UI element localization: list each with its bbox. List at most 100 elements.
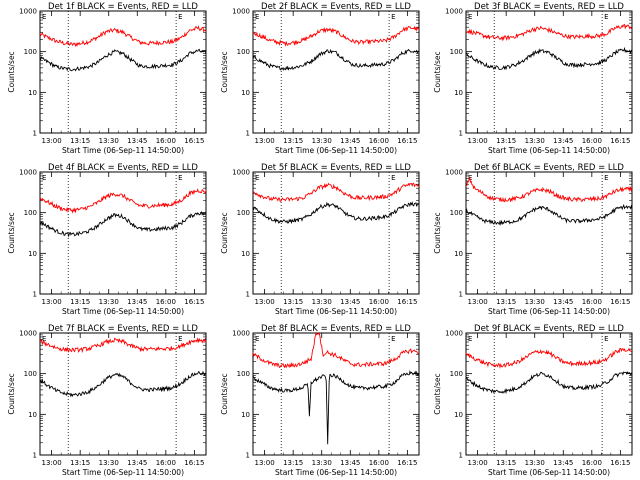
x-tick-label: 13:30 [99,137,119,145]
x-tick-label: 16:00 [156,459,176,467]
y-axis-label: Counts/sec [7,51,16,92]
y-tick-label: 1 [33,130,37,138]
plot-frame [465,171,633,295]
panel-title: Det 8f BLACK = Events, RED = LLD [261,324,411,334]
x-tick-label: 13:15 [283,137,303,145]
corner-label: E [178,335,182,343]
x-axis-label: Start Time (06-Sep-11 14:50:00) [275,307,397,316]
events-series-line [252,370,420,445]
x-tick-label: 13:30 [525,298,545,306]
y-tick-label: 1000 [445,330,463,338]
x-tick-label: 16:15 [397,298,417,306]
y-tick-label: 10 [28,89,37,97]
x-tick-label: 16:00 [156,137,176,145]
y-tick-label: 100 [237,209,250,217]
y-tick-label: 1 [459,130,463,138]
corner-label: E [178,13,182,21]
events-series-line [39,210,207,238]
x-tick-label: 13:45 [127,459,147,467]
x-tick-label: 13:15 [496,298,516,306]
y-tick-label: 1000 [232,169,250,177]
y-tick-label: 1000 [19,330,37,338]
x-tick-label: 16:15 [184,137,204,145]
x-tick-label: 13:30 [525,137,545,145]
x-tick-label: 16:15 [397,459,417,467]
detector-panel: Det 1f BLACK = Events, RED = LLD 1 10 100 10… [7,2,207,155]
detector-panel: Det 4f BLACK = Events, RED = LLD 1 10 100 10… [7,163,207,316]
y-tick-label: 100 [24,48,37,56]
corner-label: E [391,13,395,21]
panel-title: Det 9f BLACK = Events, RED = LLD [474,324,624,334]
panel-title: Det 6f BLACK = Events, RED = LLD [474,163,624,173]
x-axis-label: Start Time (06-Sep-11 14:50:00) [62,307,184,316]
plot-frame [39,10,207,134]
events-series-line [39,48,207,72]
lld-series-line [39,25,207,48]
lld-series-line [252,332,420,369]
x-tick-label: 16:00 [369,137,389,145]
x-axis-label: Start Time (06-Sep-11 14:50:00) [488,468,610,477]
detector-panel: Det 2f BLACK = Events, RED = LLD 1 10 100 10… [220,2,420,155]
x-tick-label: 16:00 [582,137,602,145]
y-axis-label: Counts/sec [220,373,229,414]
x-tick-label: 13:15 [70,298,90,306]
corner-label: E [255,335,259,343]
y-tick-label: 1000 [232,330,250,338]
lld-series-line [465,23,633,42]
panel-title: Det 1f BLACK = Events, RED = LLD [48,2,198,12]
x-axis-label: Start Time (06-Sep-11 14:50:00) [488,307,610,316]
x-tick-label: 13:45 [340,459,360,467]
y-tick-label: 100 [237,48,250,56]
y-tick-label: 10 [241,250,250,258]
y-tick-label: 10 [454,89,463,97]
x-tick-label: 16:15 [610,459,630,467]
y-axis-label: Counts/sec [7,373,16,414]
lld-series-line [39,188,207,214]
x-tick-label: 16:15 [397,137,417,145]
y-axis-label: Counts/sec [433,212,442,253]
x-tick-label: 16:00 [369,459,389,467]
x-axis-label: Start Time (06-Sep-11 14:50:00) [488,146,610,155]
x-tick-label: 13:15 [283,459,303,467]
plot-frame [465,332,633,456]
x-tick-label: 13:45 [340,137,360,145]
detector-panel: Det 5f BLACK = Events, RED = LLD 1 10 100 10… [220,163,420,316]
x-tick-label: 16:15 [610,137,630,145]
y-tick-label: 1000 [19,169,37,177]
y-tick-label: 100 [24,370,37,378]
lld-series-line [252,25,420,47]
x-tick-label: 13:00 [42,459,62,467]
y-tick-label: 10 [241,411,250,419]
x-tick-label: 13:00 [468,459,488,467]
plot-frame [465,10,633,134]
panel-title: Det 5f BLACK = Events, RED = LLD [261,163,411,173]
x-tick-label: 13:45 [127,137,147,145]
y-tick-label: 100 [450,370,463,378]
x-tick-label: 16:15 [184,298,204,306]
events-series-line [465,46,633,71]
plot-frame [39,332,207,456]
y-axis-label: Counts/sec [220,212,229,253]
y-tick-label: 100 [450,209,463,217]
x-tick-label: 13:45 [340,298,360,306]
corner-label: E [178,174,182,182]
panel-title: Det 2f BLACK = Events, RED = LLD [261,2,411,12]
x-tick-label: 13:30 [99,298,119,306]
y-tick-label: 10 [454,411,463,419]
lld-series-line [39,337,207,354]
panel-title: Det 7f BLACK = Events, RED = LLD [48,324,198,334]
y-tick-label: 1 [246,291,250,299]
x-tick-label: 16:00 [582,298,602,306]
plot-frame [252,10,420,134]
y-tick-label: 1 [246,452,250,460]
detector-panel: Det 3f BLACK = Events, RED = LLD 1 10 100 10… [433,2,633,155]
x-tick-label: 16:00 [369,298,389,306]
plot-frame [39,171,207,295]
y-tick-label: 10 [28,411,37,419]
x-tick-label: 13:30 [312,459,332,467]
corner-label: E [604,174,608,182]
x-tick-label: 13:45 [553,137,573,145]
detector-panel: Det 8f BLACK = Events, RED = LLD 1 10 100 10… [220,324,420,477]
x-tick-label: 13:00 [468,298,488,306]
x-tick-label: 13:30 [99,459,119,467]
